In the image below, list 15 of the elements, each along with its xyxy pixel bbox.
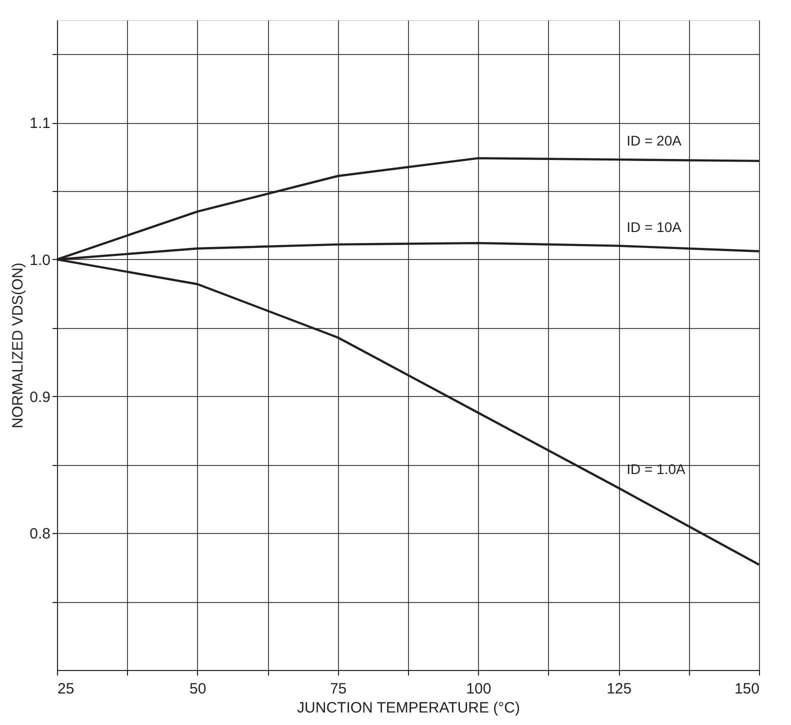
y-tick-label: 1.1 xyxy=(30,115,50,132)
x-tick-label: 150 xyxy=(734,680,760,698)
x-axis-title: JUNCTION TEMPERATURE (°C) xyxy=(297,700,520,716)
x-tick-label: 125 xyxy=(606,680,632,698)
x-tick-label: 25 xyxy=(58,680,74,698)
x-tick-label: 50 xyxy=(190,680,206,698)
y-axis-title: NORMALIZED VDS(ON) xyxy=(10,262,27,428)
y-tick-label: 0.9 xyxy=(30,388,50,406)
series-label: ID = 10A xyxy=(626,218,682,235)
y-tick-label: 1.0 xyxy=(30,252,50,269)
series-label: ID = 1.0A xyxy=(626,461,686,477)
y-tick-label: 0.8 xyxy=(30,526,50,543)
x-tick-label: 100 xyxy=(466,680,492,698)
series-label: ID = 20A xyxy=(626,132,682,149)
x-tick-label: 75 xyxy=(330,680,347,698)
